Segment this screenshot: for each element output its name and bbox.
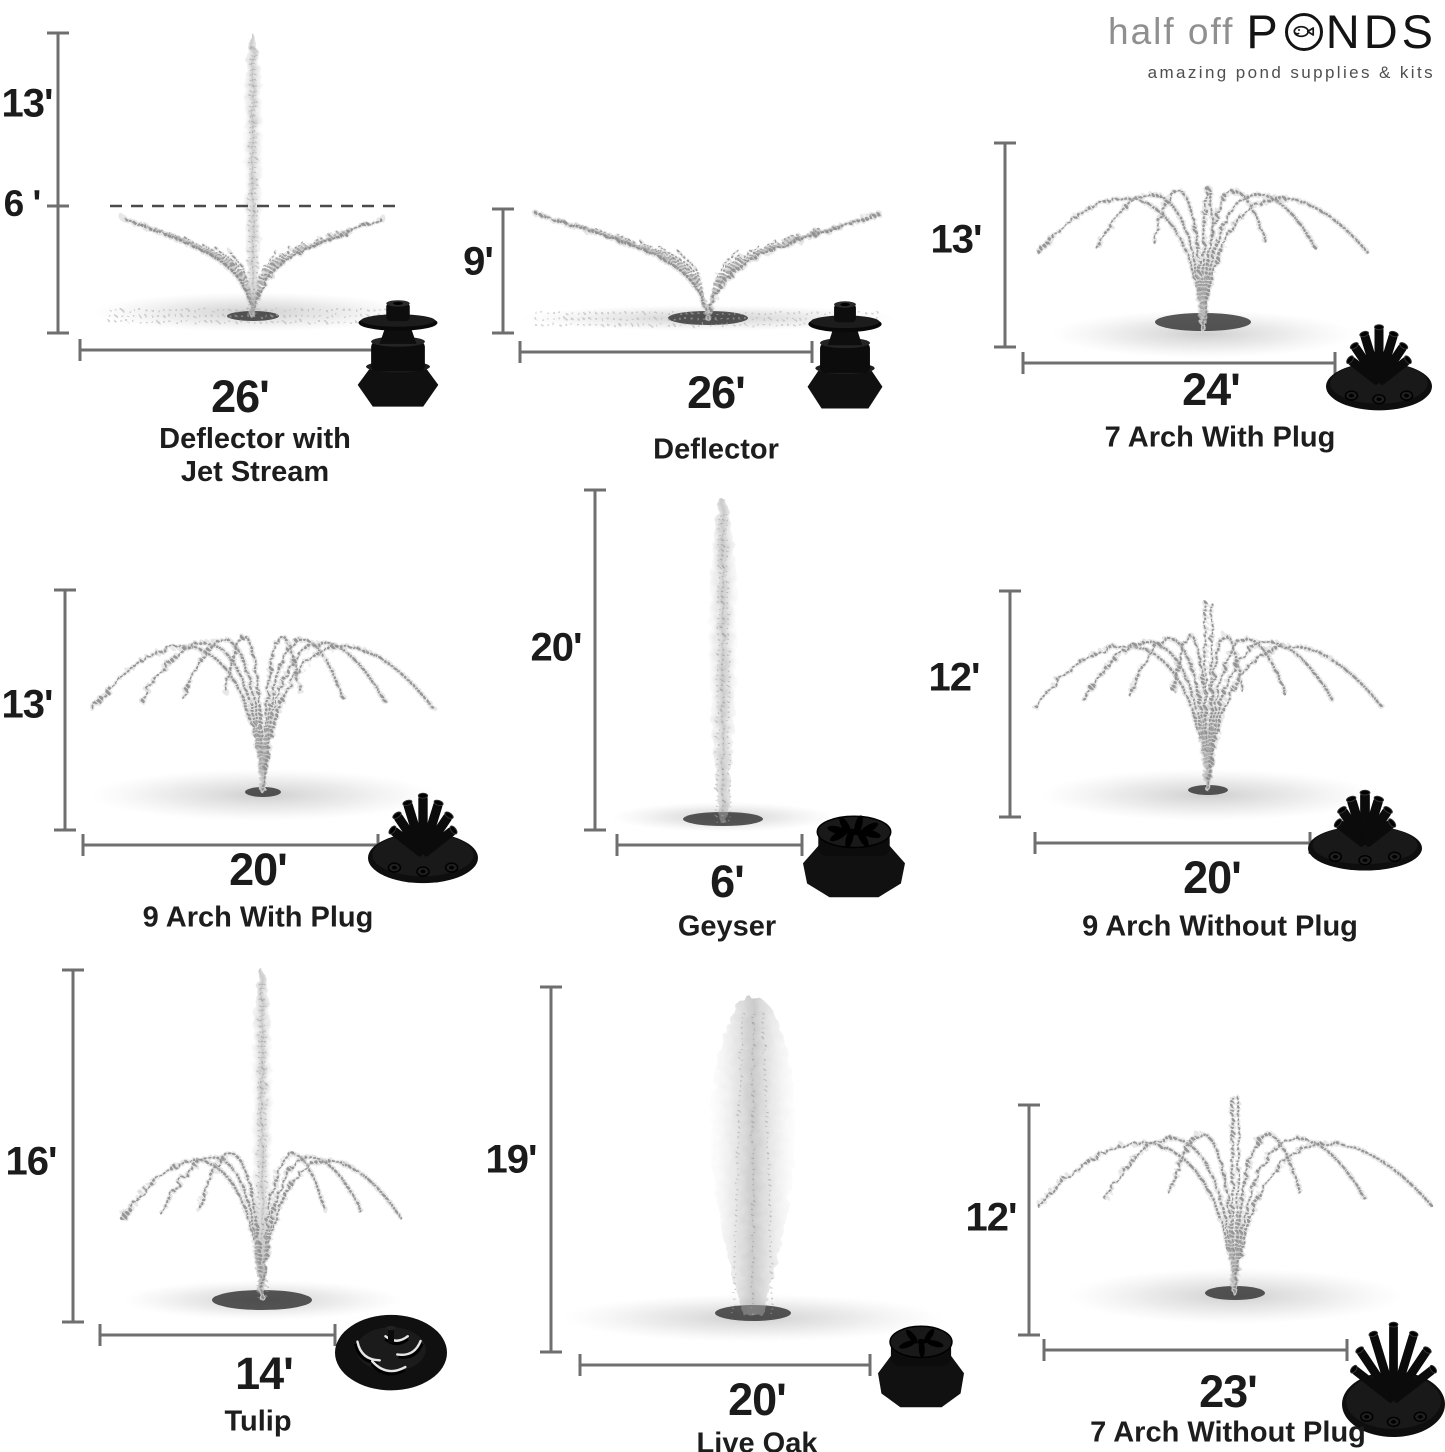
spray-pattern	[1030, 597, 1386, 792]
nozzle-name-line: Geyser	[677, 910, 777, 943]
nozzle-name-line: Jet Stream	[180, 456, 330, 488]
nozzle-photo-multi-tube	[1326, 324, 1432, 411]
width-label: 24'	[1182, 364, 1241, 415]
width-label: 23'	[1199, 1366, 1258, 1417]
nozzle-name-line: 7 Arch Without Plug	[1090, 1416, 1366, 1449]
nozzle-name-label: Tulip	[224, 1406, 291, 1439]
brand-ponds-p: P	[1246, 5, 1282, 58]
measurement-lines	[584, 488, 804, 856]
nozzle-name-label: Deflector with Jet Stream	[159, 423, 351, 489]
brand-ponds-rest: NDS	[1325, 5, 1437, 58]
height-label: 12'	[928, 655, 980, 700]
measurement-lines	[540, 985, 872, 1376]
spray-pattern	[109, 33, 397, 323]
fountain-figure	[999, 589, 1422, 871]
fountain-figure	[994, 141, 1432, 411]
nozzle-photo-slotted-dome	[878, 1325, 964, 1408]
height-label: 19'	[485, 1137, 537, 1182]
fountain-figure	[47, 31, 439, 407]
measurement-lines	[994, 141, 1337, 374]
height-label: 13'	[930, 217, 982, 262]
nozzle-name-line: 9 Arch Without Plug	[1082, 910, 1358, 943]
fountain-figure	[1018, 1092, 1445, 1437]
nozzle-photo-deflector	[807, 301, 883, 409]
spray-pattern	[118, 969, 406, 1301]
width-label: 26'	[687, 367, 746, 418]
nozzle-name-label: 9 Arch Without Plug	[1082, 911, 1358, 944]
nozzle-name-label: Geyser	[678, 911, 776, 944]
spray-pattern	[89, 633, 437, 794]
brand-prefix: half off	[1108, 10, 1235, 52]
nozzle-photo-multi-tube	[1342, 1321, 1445, 1437]
spray-pattern	[1033, 184, 1373, 332]
fountain-figure	[62, 968, 447, 1391]
width-label: 20'	[728, 1374, 787, 1425]
fish-icon	[1284, 12, 1323, 51]
measurement-lines	[492, 207, 814, 363]
nozzle-photo-deflector	[357, 300, 439, 407]
nozzle-name-line: Tulip	[224, 1405, 292, 1438]
width-label: 6'	[710, 856, 745, 907]
height-label: 13'	[1, 682, 53, 727]
measurement-lines	[1018, 1103, 1349, 1361]
width-label: 26'	[211, 371, 270, 422]
brand-logo: half off P NDS amazing pond supplies & k…	[1108, 4, 1437, 83]
height-label: 9'	[463, 239, 494, 284]
spray-pattern	[1033, 1092, 1437, 1296]
height-label: 16'	[5, 1139, 57, 1184]
nozzle-name-label: 9 Arch With Plug	[143, 902, 374, 935]
brand-name: half off P NDS	[1108, 4, 1437, 59]
spray-pattern	[708, 498, 738, 823]
brand-tagline: amazing pond supplies & kits	[1147, 63, 1435, 82]
nozzle-name-label: Live Oak	[697, 1428, 818, 1452]
nozzle-photo-slotted-dome	[803, 815, 905, 898]
nozzle-name-line: 9 Arch With Plug	[142, 901, 374, 934]
height-label: 12'	[965, 1195, 1017, 1240]
nozzle-name-line: Deflector with	[159, 423, 351, 455]
nozzle-name-line: Live Oak	[696, 1427, 818, 1452]
nozzle-name-label: 7 Arch Without Plug	[1090, 1417, 1366, 1450]
width-label: 14'	[235, 1348, 294, 1399]
height-label: 13'	[1, 81, 53, 126]
spray-pattern	[710, 996, 796, 1316]
nozzle-photo-slotted-disc	[335, 1314, 447, 1391]
fountain-figure	[584, 488, 905, 898]
measurement-lines	[62, 968, 337, 1346]
width-label: 20'	[229, 844, 288, 895]
fountain-figure	[492, 207, 896, 409]
width-label: 20'	[1183, 852, 1242, 903]
nozzle-name-label: Deflector	[653, 434, 779, 467]
jet-height-label: 6 '	[3, 183, 42, 224]
nozzle-name-line: Deflector	[653, 433, 779, 466]
nozzle-photo-multi-tube	[1308, 789, 1422, 871]
fountain-figure	[54, 588, 478, 884]
fountain-figure	[540, 985, 964, 1408]
nozzle-name-line: 7 Arch With Plug	[1104, 421, 1336, 454]
nozzle-photo-multi-tube	[368, 792, 478, 884]
height-label: 20'	[530, 625, 582, 670]
nozzle-name-label: 7 Arch With Plug	[1105, 422, 1336, 455]
